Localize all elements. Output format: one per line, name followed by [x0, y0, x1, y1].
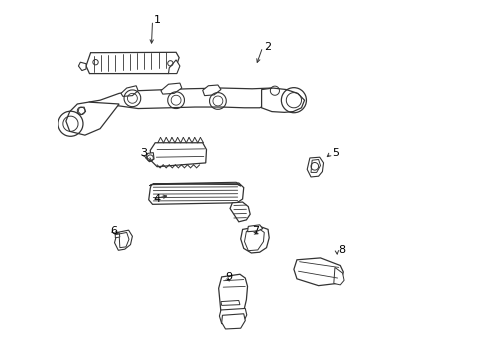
Polygon shape: [149, 182, 240, 186]
Text: 7: 7: [252, 226, 259, 236]
Text: 3: 3: [140, 148, 147, 158]
Polygon shape: [88, 88, 282, 109]
Polygon shape: [333, 267, 344, 285]
Polygon shape: [221, 301, 240, 305]
Polygon shape: [114, 230, 132, 250]
Polygon shape: [244, 229, 264, 251]
Polygon shape: [221, 314, 245, 329]
Polygon shape: [66, 102, 119, 135]
Polygon shape: [121, 86, 138, 96]
Polygon shape: [150, 143, 206, 167]
Text: 6: 6: [110, 226, 117, 236]
Polygon shape: [306, 157, 323, 177]
Polygon shape: [293, 258, 343, 285]
Text: 4: 4: [153, 194, 161, 204]
Text: 9: 9: [225, 272, 232, 282]
Polygon shape: [168, 60, 180, 73]
Polygon shape: [219, 309, 246, 324]
Polygon shape: [240, 226, 269, 253]
Text: 1: 1: [153, 15, 160, 26]
Polygon shape: [203, 85, 221, 96]
Polygon shape: [115, 233, 120, 238]
Text: 8: 8: [337, 245, 344, 255]
Polygon shape: [119, 233, 129, 248]
Text: 2: 2: [263, 42, 270, 52]
Polygon shape: [161, 83, 182, 94]
Polygon shape: [78, 62, 86, 71]
Polygon shape: [148, 183, 243, 204]
Polygon shape: [86, 52, 179, 73]
Polygon shape: [145, 153, 154, 162]
Polygon shape: [78, 107, 85, 114]
Polygon shape: [229, 202, 250, 222]
Polygon shape: [310, 159, 320, 172]
Polygon shape: [247, 225, 262, 232]
Polygon shape: [261, 88, 304, 112]
Text: 5: 5: [331, 148, 339, 158]
Polygon shape: [218, 274, 247, 319]
